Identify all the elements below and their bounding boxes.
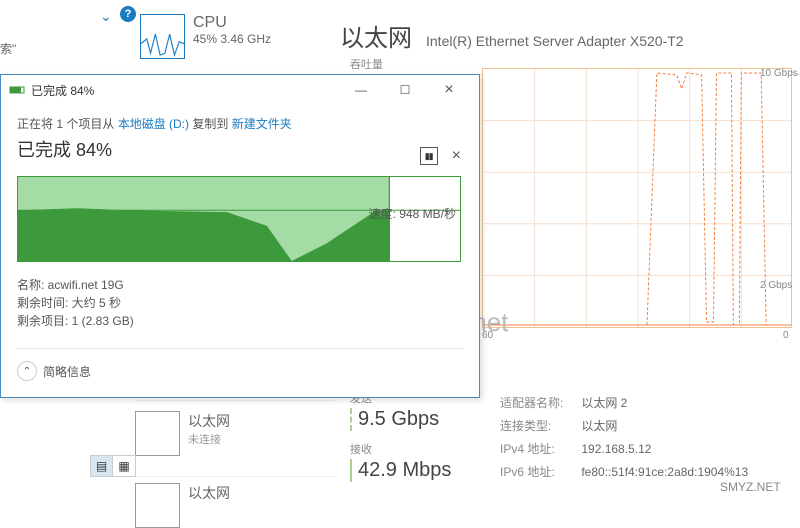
close-button[interactable]: ×: [427, 76, 471, 104]
ethernet-tile-2[interactable]: 以太网: [135, 476, 335, 528]
adapter-info-table: 适配器名称:以太网 2 连接类型:以太网 IPv4 地址:192.168.5.1…: [490, 390, 758, 484]
progress-text: 已完成 84%: [17, 136, 463, 162]
chart-ylow: 2 Gbps: [760, 280, 792, 291]
view-toggle[interactable]: ▤ ▦: [90, 455, 136, 477]
maximize-button[interactable]: ☐: [383, 76, 427, 104]
dest-link[interactable]: 新建文件夹: [232, 117, 292, 131]
speed-graph: 速度: 948 MB/秒: [17, 176, 461, 262]
ethernet-adapter: Intel(R) Ethernet Server Adapter X520-T2: [426, 33, 684, 49]
brief-info-toggle[interactable]: ⌃ 简略信息: [17, 348, 463, 381]
chart-xright: 0: [783, 330, 789, 341]
help-icon[interactable]: ?: [120, 6, 136, 22]
dialog-titlebar[interactable]: 已完成 84% — ☐ ×: [1, 75, 479, 105]
file-name-row: 名称: acwifi.net 19G: [17, 276, 463, 294]
search-fragment: 索": [0, 40, 16, 57]
time-remaining-row: 剩余时间: 大约 5 秒: [17, 294, 463, 312]
throughput-label: 吞吐量: [350, 56, 383, 72]
cpu-value: 45% 3.46 GHz: [193, 32, 271, 46]
smyz-watermark: SMYZ.NET: [720, 480, 781, 494]
speed-label: 速度: 948 MB/秒: [369, 205, 456, 222]
cpu-label: CPU: [193, 14, 271, 32]
dialog-title: 已完成 84%: [31, 82, 339, 99]
cpu-tile[interactable]: CPU 45% 3.46 GHz: [140, 14, 271, 59]
copy-progress-icon: [9, 82, 25, 98]
view-list-icon[interactable]: ▤: [91, 456, 113, 476]
eth-mini-chart-1: [135, 411, 180, 456]
cpu-mini-chart: [140, 14, 185, 59]
cancel-button[interactable]: ×: [452, 147, 461, 165]
eth1-label: 以太网: [188, 411, 230, 431]
copy-description: 正在将 1 个项目从 本地磁盘 (D:) 复制到 新建文件夹: [17, 115, 463, 132]
ethernet-tile-1[interactable]: 以太网 未连接: [135, 400, 335, 456]
view-grid-icon[interactable]: ▦: [113, 456, 135, 476]
chart-ymax: 10 Gbps: [760, 68, 798, 79]
recv-label: 接收: [350, 441, 451, 457]
ethernet-title: 以太网: [340, 18, 412, 53]
eth1-status: 未连接: [188, 431, 230, 447]
eth-recv-line: [483, 73, 791, 325]
eth2-label: 以太网: [188, 483, 230, 503]
pause-button[interactable]: ▮▮: [420, 147, 438, 165]
send-value: 9.5 Gbps: [350, 408, 451, 431]
eth-mini-chart-2: [135, 483, 180, 528]
chevron-up-icon: ⌃: [17, 361, 37, 381]
file-copy-dialog: 已完成 84% — ☐ × 正在将 1 个项目从 本地磁盘 (D:) 复制到 新…: [0, 74, 480, 398]
ethernet-chart: [482, 68, 792, 328]
source-link[interactable]: 本地磁盘 (D:): [118, 117, 189, 131]
minimize-button[interactable]: —: [339, 76, 383, 104]
chevron-down-icon[interactable]: ⌄: [100, 8, 112, 25]
recv-value: 42.9 Mbps: [350, 459, 451, 482]
items-remaining-row: 剩余项目: 1 (2.83 GB): [17, 312, 463, 330]
